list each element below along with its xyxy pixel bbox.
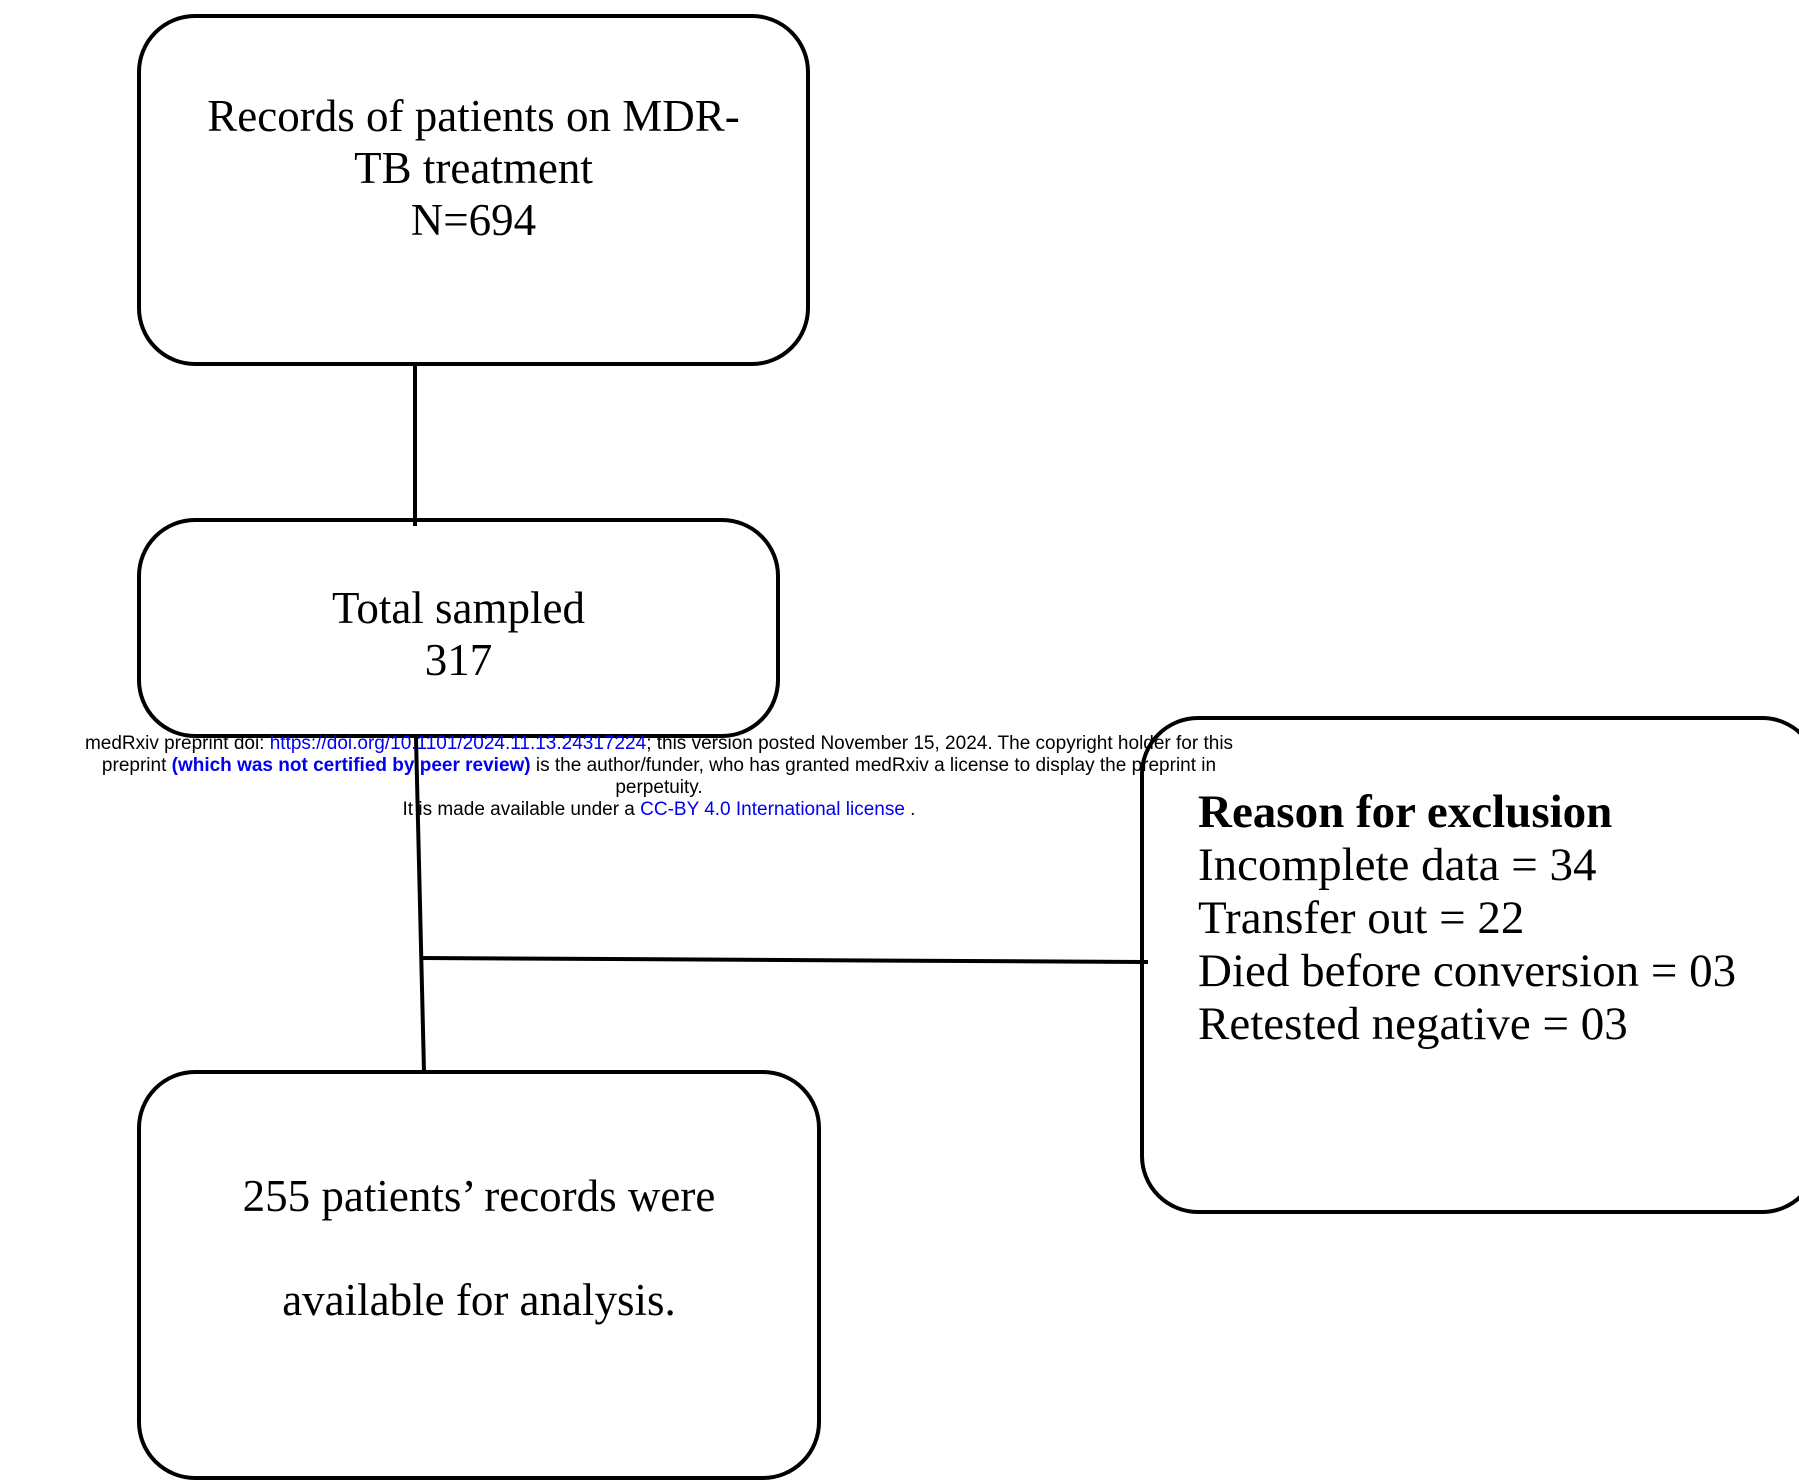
- records-line-1: Records of patients on MDR-: [207, 91, 740, 141]
- analysis-line-2: available for analysis.: [282, 1275, 676, 1325]
- notice-text: medRxiv preprint doi:: [84, 733, 270, 754]
- notice-line-3: perpetuity.: [615, 777, 703, 798]
- exclusion-item: Transfer out = 22: [1198, 892, 1525, 944]
- notice-line-2: preprint (which was not certified by pee…: [0, 755, 1318, 777]
- records-box-text: Records of patients on MDR- TB treatment…: [141, 90, 806, 246]
- sampled-box-text: Total sampled 317: [141, 582, 776, 686]
- notice-line-1: medRxiv preprint doi: https://doi.org/10…: [0, 733, 1318, 755]
- total-sampled-box: Total sampled 317: [137, 518, 780, 738]
- connector-to-exclusion: [419, 956, 1149, 964]
- exclusion-box-text: Reason for exclusion Incomplete data = 3…: [1198, 786, 1736, 1051]
- notice-text: It is made available under a: [402, 799, 641, 820]
- analysis-box: 255 patients’ records were available for…: [137, 1070, 821, 1480]
- exclusion-item: Incomplete data = 34: [1198, 839, 1597, 891]
- sampled-line-2: 317: [424, 635, 493, 685]
- preprint-notice: medRxiv preprint doi: https://doi.org/10…: [0, 733, 1318, 821]
- notice-line-4: It is made available under a CC-BY 4.0 I…: [0, 799, 1318, 821]
- exclusion-box: Reason for exclusion Incomplete data = 3…: [1140, 716, 1799, 1214]
- notice-text: preprint: [101, 755, 172, 776]
- notice-text: ; this version posted November 15, 2024.…: [646, 733, 1234, 754]
- records-line-3: N=694: [410, 195, 537, 245]
- license-link[interactable]: CC-BY 4.0 International license: [640, 799, 905, 820]
- sampled-line-1: Total sampled: [331, 583, 586, 633]
- records-line-2: TB treatment: [354, 143, 593, 193]
- connector-sampled-to-analysis: [414, 737, 426, 1073]
- peer-review-note: (which was not certified by peer review): [171, 755, 531, 776]
- notice-text: .: [904, 799, 916, 820]
- notice-text: is the author/funder, who has granted me…: [530, 755, 1217, 776]
- exclusion-item: Retested negative = 03: [1198, 998, 1628, 1050]
- exclusion-item: Died before conversion = 03: [1198, 945, 1737, 997]
- doi-link[interactable]: https://doi.org/10.1101/2024.11.13.24317…: [269, 733, 647, 754]
- exclusion-title: Reason for exclusion: [1198, 786, 1613, 838]
- records-box: Records of patients on MDR- TB treatment…: [137, 14, 810, 366]
- analysis-line-1: 255 patients’ records were: [242, 1171, 716, 1221]
